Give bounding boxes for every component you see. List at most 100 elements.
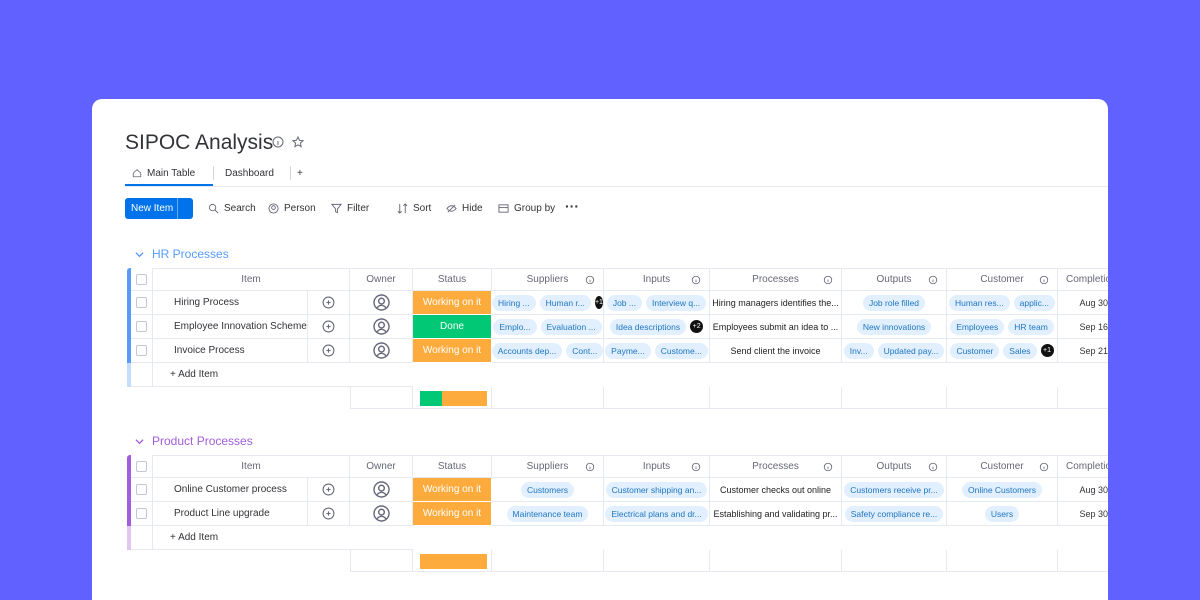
chip[interactable]: Online Customers (961, 481, 1043, 498)
checkbox[interactable] (136, 273, 147, 285)
process-cell: Hiring managers identifies the... (710, 291, 842, 315)
chip[interactable]: Human r... (539, 294, 591, 311)
chip[interactable]: Interview q... (645, 294, 707, 311)
add-item[interactable]: + Add Item (153, 526, 413, 550)
icon (498, 203, 509, 213)
update-cell[interactable] (308, 291, 350, 315)
status-cell[interactable]: Working on it (413, 291, 492, 315)
update-cell[interactable] (308, 478, 350, 502)
chip[interactable]: Customers (520, 481, 575, 498)
chip[interactable]: Accounts dep... (492, 342, 563, 359)
chip[interactable]: Updated pay... (877, 342, 945, 359)
chip[interactable]: Electrical plans and dr... (605, 505, 708, 522)
chip[interactable]: Evaluation ... (540, 318, 602, 335)
update-cell[interactable] (308, 502, 350, 526)
group-title[interactable]: HR Processes (135, 244, 435, 264)
update-cell[interactable] (308, 315, 350, 339)
chip[interactable]: Hiring ... (492, 294, 536, 311)
tab[interactable]: Main Table (132, 165, 222, 181)
add-item[interactable]: + Add Item (153, 363, 413, 387)
chip[interactable]: applic... (1013, 294, 1055, 311)
icon (1039, 275, 1049, 284)
checkbox[interactable] (136, 508, 147, 519)
chip[interactable]: Human res... (949, 294, 1010, 311)
status-cell[interactable]: Working on it (413, 502, 492, 526)
chip[interactable]: Employees (950, 318, 1005, 335)
chip[interactable]: HR team (1008, 318, 1054, 335)
summary-segment (464, 391, 487, 406)
column-header-label: Suppliers (526, 461, 569, 472)
summary-cell (710, 550, 842, 572)
chip[interactable]: Users (984, 505, 1020, 522)
owner-cell[interactable] (350, 315, 413, 339)
checkbox-cell (131, 268, 153, 291)
icon (1039, 462, 1049, 471)
column-header: Completion (1058, 455, 1108, 478)
status-cell[interactable]: Working on it (413, 339, 492, 363)
checkbox[interactable] (136, 345, 147, 356)
chip[interactable]: Customer (950, 342, 1000, 359)
more-badge[interactable]: +1 (1040, 344, 1054, 357)
column-header-label: Processes (752, 461, 799, 472)
toolbar-button[interactable]: Hide (446, 200, 516, 216)
chip[interactable]: Job ... (606, 294, 642, 311)
toolbar-button[interactable]: Sort (397, 200, 467, 216)
column-header-label: Item (241, 274, 261, 285)
group-title[interactable]: Product Processes (135, 431, 435, 451)
item-cell[interactable]: Employee Innovation Scheme (153, 315, 308, 339)
chip[interactable]: Safety compliance re... (844, 505, 944, 522)
update-cell[interactable] (308, 339, 350, 363)
column-header: Completion (1058, 268, 1108, 291)
toolbar-button[interactable]: Search (208, 200, 278, 216)
owner-cell[interactable] (350, 502, 413, 526)
chip[interactable]: Customer shipping an... (605, 481, 708, 498)
toolbar-button[interactable]: Person (268, 200, 338, 216)
more-badge[interactable]: +1 (594, 296, 603, 309)
item-cell[interactable]: Product Line upgrade (153, 502, 308, 526)
chip[interactable]: Custome... (654, 342, 708, 359)
checkbox[interactable] (136, 460, 147, 472)
new-item-arrow (177, 198, 193, 219)
item-cell[interactable]: Hiring Process (153, 291, 308, 315)
owner-cell[interactable] (350, 339, 413, 363)
collapse-icon[interactable] (135, 250, 144, 259)
toolbar-button[interactable]: Filter (331, 200, 401, 216)
collapse-icon[interactable] (135, 437, 144, 446)
tab-sep (290, 166, 291, 180)
more-dots[interactable]: ··· (565, 198, 579, 214)
checkbox[interactable] (136, 297, 147, 308)
chip[interactable]: Idea descriptions (609, 318, 687, 335)
more-badge[interactable]: +2 (690, 320, 704, 333)
chip[interactable]: Cont... (566, 342, 603, 359)
status-cell[interactable]: Done (413, 315, 492, 339)
tab[interactable]: + (297, 165, 387, 181)
completion-cell: Sep 21 (1058, 339, 1108, 363)
tab[interactable]: Dashboard (225, 165, 315, 181)
suppliers-cell: Hiring ... Human r... +1 (492, 291, 604, 315)
item-cell[interactable]: Online Customer process (153, 478, 308, 502)
chip[interactable]: Inv... (843, 342, 874, 359)
icon (322, 344, 335, 357)
chip[interactable]: Maintenance team (506, 505, 589, 522)
column-header: Processes (710, 455, 842, 478)
owner-cell[interactable] (350, 291, 413, 315)
chip[interactable]: Customers receive pr... (844, 481, 944, 498)
checkbox-cell (131, 339, 153, 363)
chip[interactable]: New innovations (856, 318, 932, 335)
chip[interactable]: Payme... (605, 342, 651, 359)
suppliers-cell: Emplo... Evaluation ... (492, 315, 604, 339)
toolbar-label: Hide (462, 202, 483, 214)
new-item-button[interactable]: New Item (125, 198, 193, 219)
chip[interactable]: Emplo... (493, 318, 537, 335)
item-cell[interactable]: Invoice Process (153, 339, 308, 363)
chip[interactable]: Job role filled (862, 294, 926, 311)
status-cell[interactable]: Working on it (413, 478, 492, 502)
owner-cell[interactable] (350, 478, 413, 502)
icon (268, 202, 279, 214)
checkbox[interactable] (136, 321, 147, 332)
toolbar-button[interactable]: Group by (498, 200, 568, 216)
chip[interactable]: Sales (1003, 342, 1037, 359)
checkbox[interactable] (136, 484, 147, 495)
tab-label: + (297, 167, 303, 179)
outputs-cell: Customers receive pr... (842, 478, 947, 502)
